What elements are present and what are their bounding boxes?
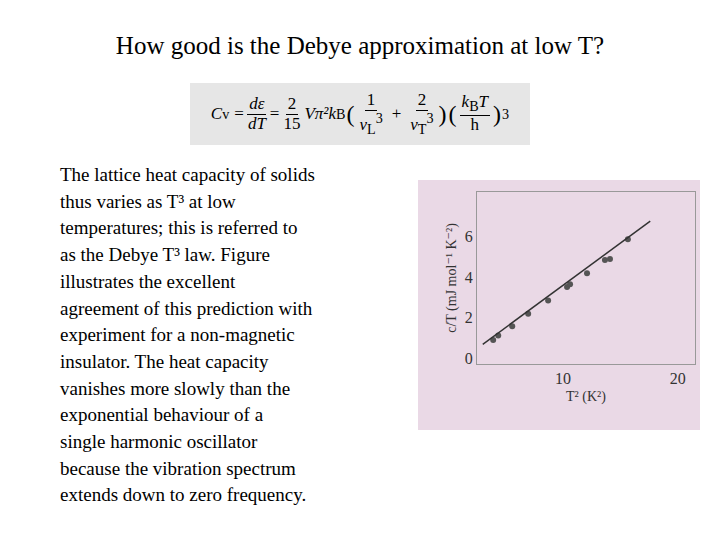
svg-text:10: 10 [555,370,571,387]
html-text:The lattice heat capacity of s: The lattice heat capacity of solids [60,164,315,185]
html-text:agreement of this prediction w: agreement of this prediction with [60,297,313,319]
html-text:illustrates the excellent: illustrates the excellent [60,270,236,292]
svg-text:c/T (mJ mol⁻¹ K⁻²): c/T (mJ mol⁻¹ K⁻²) [444,223,460,333]
html-text:vanishes more slowly than the: vanishes more slowly than the [60,377,291,399]
html-text:temperatures; this is referred: temperatures; this is referred to [60,217,298,239]
html-text:exponential behaviour of a: exponential behaviour of a [60,404,264,426]
html-text:How good is the Debye approxim: How good is the Debye approximation at l… [115,32,605,59]
svg-text:T² (K²): T² (K²) [566,389,606,405]
svg-text:0: 0 [465,350,473,367]
html-text:3: 3 [375,109,383,126]
html-text:v L: v L [359,114,376,137]
svg-text:2: 2 [465,309,473,326]
html-text:thus varies as T³ at low: thus varies as T³ at low [60,190,236,212]
html-text:)3: )3 [493,100,510,127]
html-text:dT =: dT = [247,104,280,133]
html-text:1: 1 [366,89,376,109]
html-text:insulator. The heat capacity: insulator. The heat capacity [60,350,269,372]
html-text:v T: v T [410,114,427,137]
html-text:h: h [470,115,480,135]
html-text:dε: dε [249,93,265,113]
html-text:as the Debye T³ law. Figure: as the Debye T³ law. Figure [60,244,270,266]
html-text:3 ) ( k B T: 3 ) ( k B T [426,92,489,127]
svg-text:20: 20 [670,370,686,387]
html-text:extends down to zero frequency: extends down to zero frequency. [60,484,307,506]
html-text:C v =: C v = [210,104,244,123]
html-text:because the vibration spectrum: because the vibration spectrum [60,457,296,479]
html-text:2: 2 [417,89,427,109]
html-text:15 Vπ²k B(: 15 Vπ²k B( [283,100,355,133]
svg-text:4: 4 [465,269,473,286]
html-text:experiment for a non-magnetic: experiment for a non-magnetic [60,324,295,346]
html-text:2: 2 [287,93,297,113]
html-text:single harmonic oscillator: single harmonic oscillator [60,431,258,452]
svg-text:6: 6 [465,228,473,245]
